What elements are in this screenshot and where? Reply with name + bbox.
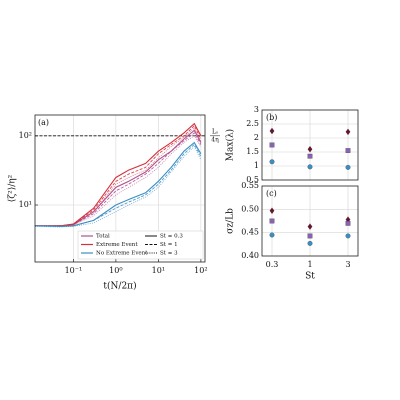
- point: [345, 148, 351, 153]
- point: [307, 240, 313, 246]
- x-tick-label: 10⁰: [109, 266, 122, 275]
- y-tick-label: 1.5: [246, 147, 259, 156]
- point: [269, 218, 275, 224]
- y-tick-label: 2: [254, 133, 259, 142]
- series-line: [34, 143, 202, 227]
- legend: Total Extreme Event No Extreme Event St = 0…: [77, 230, 204, 260]
- y-tick-label: 0.55: [241, 181, 259, 190]
- panel-label: (b): [266, 113, 277, 122]
- point: [307, 145, 313, 153]
- point: [345, 220, 351, 226]
- reference-numerator: Lₛ: [212, 128, 218, 135]
- y-tick-label: 0.50: [241, 204, 259, 213]
- series-line: [35, 135, 202, 227]
- legend-label: Extreme Event: [96, 242, 138, 248]
- x-tick-label: 0.3: [266, 260, 279, 269]
- legend-box: [77, 230, 204, 260]
- series-line: [34, 141, 202, 227]
- x-tick-label: 10¹: [152, 266, 165, 275]
- point: [269, 232, 275, 238]
- point: [345, 128, 351, 136]
- point: [269, 142, 275, 148]
- x-axis-label: St: [305, 272, 315, 282]
- frame: [34, 114, 206, 263]
- y-tick-label: 0.5: [246, 175, 259, 184]
- y-axis-label: ⟨ζ²⟩/η²: [8, 174, 18, 202]
- point: [269, 207, 275, 214]
- point: [307, 223, 313, 230]
- point: [307, 164, 313, 170]
- series-line: [35, 129, 202, 227]
- legend-label: St = 0.3: [160, 234, 183, 240]
- legend-label: Total: [96, 234, 110, 240]
- point: [269, 127, 275, 135]
- point: [345, 233, 351, 239]
- y-tick-label: 1: [254, 161, 259, 170]
- legend-label: St = 1: [160, 242, 178, 248]
- legend-label: St = 3: [160, 251, 178, 257]
- series-line: [35, 124, 202, 227]
- y-tick-label: 10²: [19, 131, 32, 140]
- series-line: [35, 132, 202, 227]
- y-tick-label: 0.40: [241, 251, 259, 260]
- panel-label: (c): [266, 189, 277, 198]
- y-tick-label: 10¹: [19, 200, 32, 209]
- x-axis-label: t(N/2π): [103, 281, 136, 292]
- point: [307, 153, 313, 159]
- y-tick-label: 2.5: [246, 119, 259, 128]
- panel-label: (a): [38, 118, 49, 127]
- y-axis-label: σz/Lb: [226, 208, 236, 234]
- x-tick-label: 3: [345, 260, 350, 269]
- reference-denominator: 4η: [211, 136, 219, 143]
- y-tick-label: 0.45: [241, 228, 259, 237]
- point: [269, 159, 275, 165]
- y-tick-label: 3: [254, 105, 259, 114]
- frame: [261, 109, 359, 181]
- series-line: [35, 127, 202, 227]
- x-tick-label: 10⁻¹: [65, 266, 83, 275]
- point: [307, 233, 313, 239]
- x-tick-label: 1: [307, 260, 312, 269]
- frame: [261, 185, 359, 257]
- y-axis-label: Max(λ): [225, 129, 236, 161]
- x-tick-label: 10²: [194, 266, 207, 275]
- point: [345, 164, 351, 170]
- legend-label: No Extreme Event: [96, 251, 148, 257]
